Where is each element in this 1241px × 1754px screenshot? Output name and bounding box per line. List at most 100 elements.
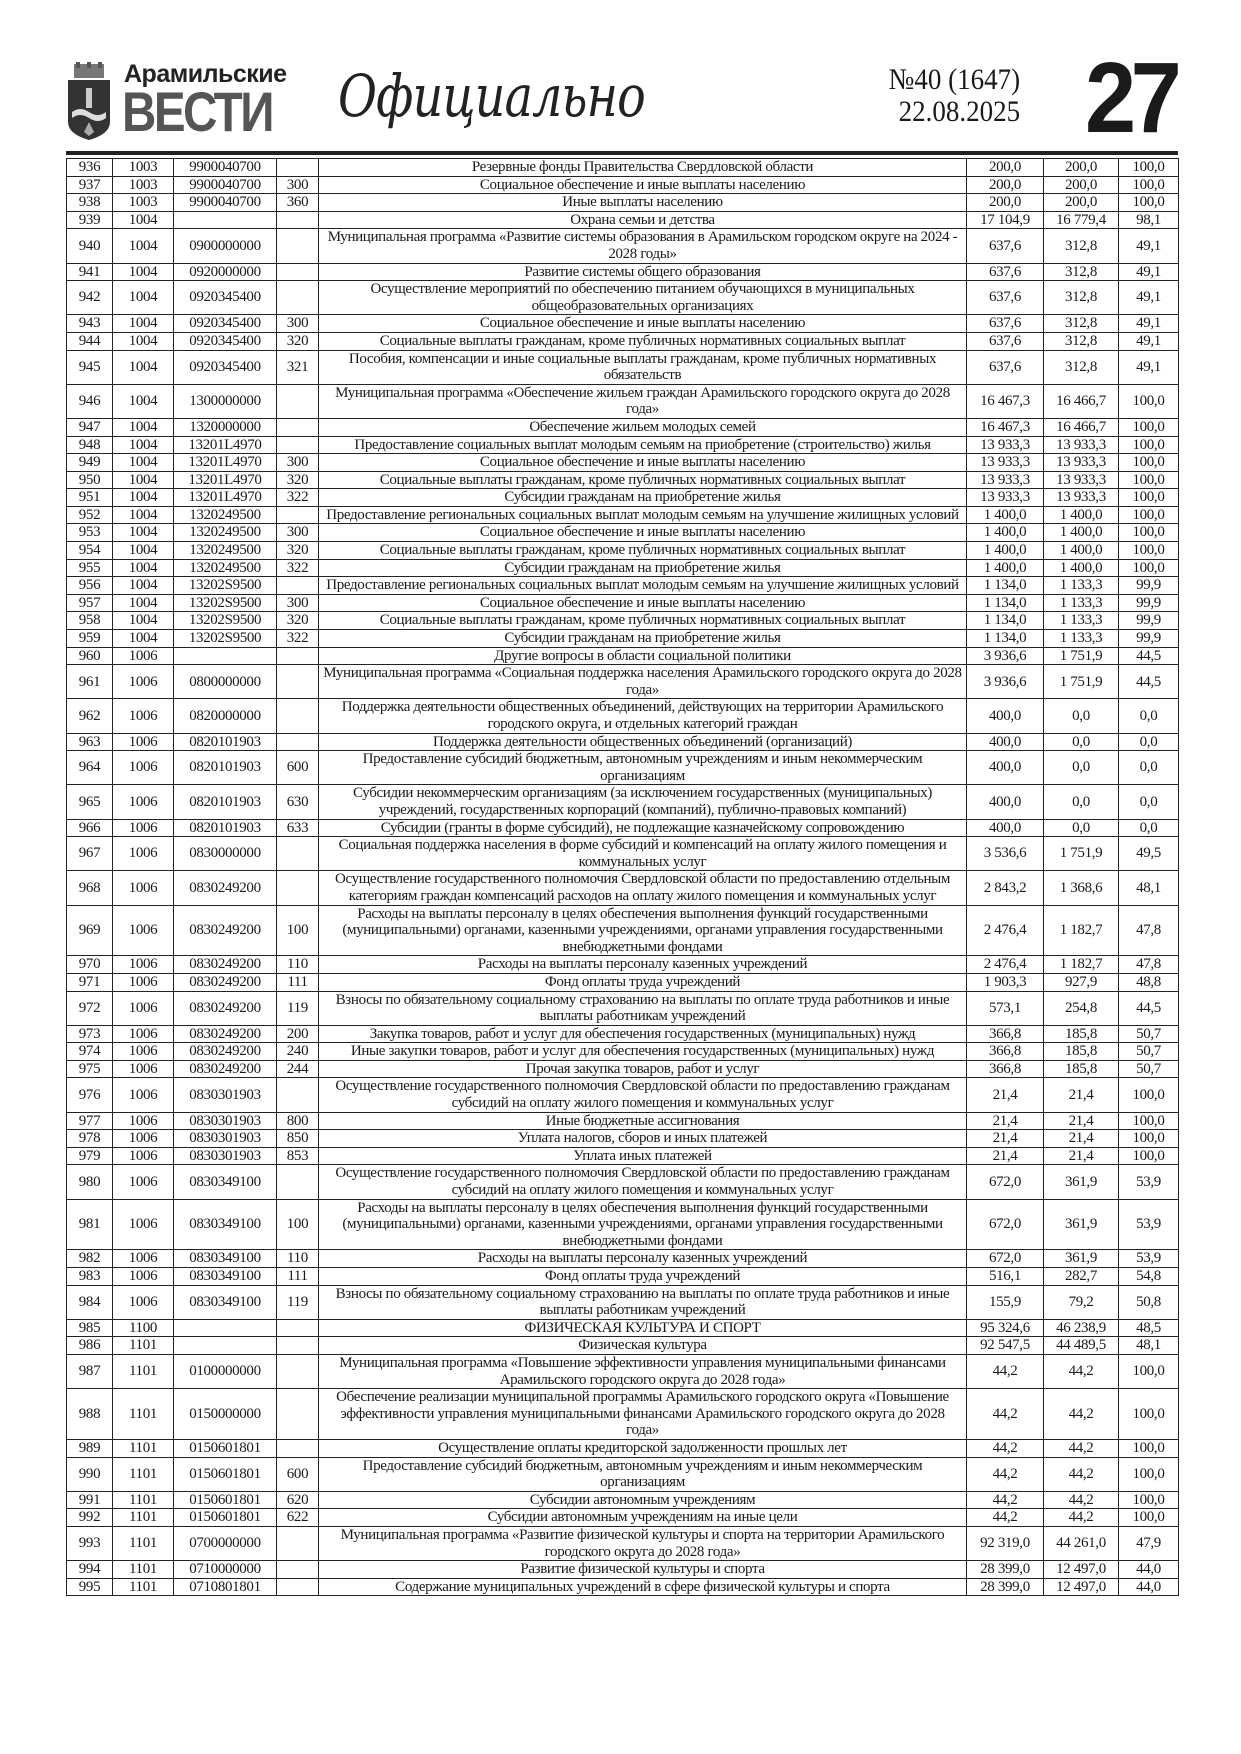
target-article-code: 0920345400 bbox=[173, 331, 277, 351]
section-code: 1006 bbox=[112, 1249, 174, 1268]
target-article-code bbox=[173, 210, 277, 230]
expense-type-code: 320 bbox=[276, 611, 319, 631]
execution-percent: 48,5 bbox=[1118, 1318, 1179, 1338]
table-row: 980 1006 0830349100 Осуществление государст… bbox=[66, 1164, 1179, 1200]
execution-percent: 44,0 bbox=[1118, 1577, 1179, 1597]
section-code: 1003 bbox=[112, 158, 174, 177]
row-number: 978 bbox=[66, 1129, 113, 1148]
description: Социальное обеспечение и иные выплаты на… bbox=[318, 523, 967, 543]
section-code: 1004 bbox=[112, 417, 174, 437]
target-article-code: 0900000000 bbox=[173, 228, 277, 264]
description: Физическая культура bbox=[318, 1336, 967, 1355]
actual-amount: 16 466,7 bbox=[1043, 417, 1119, 437]
row-number: 977 bbox=[66, 1111, 113, 1131]
section-code: 1006 bbox=[112, 732, 174, 752]
row-number: 990 bbox=[66, 1456, 113, 1492]
row-number: 962 bbox=[66, 698, 113, 734]
execution-percent: 100,0 bbox=[1118, 1490, 1179, 1510]
actual-amount: 200,0 bbox=[1043, 175, 1119, 195]
section-code: 1006 bbox=[112, 750, 174, 786]
actual-amount: 1 400,0 bbox=[1043, 505, 1119, 525]
planned-amount: 200,0 bbox=[966, 193, 1044, 212]
table-row: 986 1101 Физическая культура 92 547,5 44 489… bbox=[66, 1336, 1179, 1355]
expense-type-code: 633 bbox=[276, 818, 319, 838]
planned-amount: 28 399,0 bbox=[966, 1577, 1044, 1597]
table-row: 995 1101 0710801801 Содержание муниципальны… bbox=[66, 1577, 1179, 1597]
planned-amount: 637,6 bbox=[966, 349, 1044, 385]
row-number: 958 bbox=[66, 611, 113, 631]
actual-amount: 12 497,0 bbox=[1043, 1560, 1119, 1579]
section-code: 1004 bbox=[112, 210, 174, 230]
row-number: 940 bbox=[66, 228, 113, 264]
planned-amount: 366,8 bbox=[966, 1042, 1044, 1061]
actual-amount: 1 751,9 bbox=[1043, 646, 1119, 666]
section-code: 1101 bbox=[112, 1353, 174, 1390]
description: Осуществление государственного полномочи… bbox=[318, 1164, 967, 1200]
target-article-code: 1300000000 bbox=[173, 383, 277, 419]
expense-type-code: 110 bbox=[276, 955, 319, 974]
target-article-code: 0830249200 bbox=[173, 990, 277, 1026]
planned-amount: 3 536,6 bbox=[966, 836, 1044, 872]
section-code: 1004 bbox=[112, 488, 174, 507]
expense-type-code bbox=[276, 646, 319, 666]
actual-amount: 1 133,3 bbox=[1043, 629, 1119, 648]
execution-percent: 100,0 bbox=[1118, 1146, 1179, 1166]
section-code: 1006 bbox=[112, 972, 174, 992]
planned-amount: 16 467,3 bbox=[966, 383, 1044, 419]
execution-percent: 100,0 bbox=[1118, 417, 1179, 437]
expense-type-code bbox=[276, 664, 319, 700]
actual-amount: 12 497,0 bbox=[1043, 1577, 1119, 1597]
planned-amount: 13 933,3 bbox=[966, 488, 1044, 507]
description: Муниципальная программа «Развитие физиче… bbox=[318, 1525, 967, 1562]
expense-type-code: 244 bbox=[276, 1059, 319, 1079]
expense-type-code bbox=[276, 1164, 319, 1200]
expense-type-code: 322 bbox=[276, 629, 319, 648]
expense-type-code: 600 bbox=[276, 1456, 319, 1492]
table-row: 946 1004 1300000000 Муниципальная программа… bbox=[66, 383, 1179, 419]
execution-percent: 48,1 bbox=[1118, 870, 1179, 906]
target-article-code: 0830301903 bbox=[173, 1111, 277, 1131]
table-row: 956 1004 13202S9500 Предоставление регионал… bbox=[66, 576, 1179, 595]
planned-amount: 400,0 bbox=[966, 698, 1044, 734]
section-code: 1004 bbox=[112, 453, 174, 472]
execution-percent: 100,0 bbox=[1118, 541, 1179, 560]
actual-amount: 361,9 bbox=[1043, 1198, 1119, 1251]
target-article-code bbox=[173, 1336, 277, 1355]
target-article-code: 0710000000 bbox=[173, 1560, 277, 1579]
target-article-code: 0920345400 bbox=[173, 349, 277, 385]
planned-amount: 672,0 bbox=[966, 1164, 1044, 1200]
row-number: 939 bbox=[66, 210, 113, 230]
planned-amount: 637,6 bbox=[966, 280, 1044, 316]
expense-type-code: 300 bbox=[276, 453, 319, 472]
actual-amount: 1 133,3 bbox=[1043, 593, 1119, 613]
execution-percent: 99,9 bbox=[1118, 576, 1179, 595]
planned-amount: 1 134,0 bbox=[966, 611, 1044, 631]
section-code: 1004 bbox=[112, 314, 174, 333]
description: ФИЗИЧЕСКАЯ КУЛЬТУРА И СПОРТ bbox=[318, 1318, 967, 1338]
execution-percent: 0,0 bbox=[1118, 818, 1179, 838]
execution-percent: 100,0 bbox=[1118, 453, 1179, 472]
actual-amount: 200,0 bbox=[1043, 158, 1119, 177]
planned-amount: 44,2 bbox=[966, 1490, 1044, 1510]
planned-amount: 1 400,0 bbox=[966, 558, 1044, 578]
expense-type-code bbox=[276, 732, 319, 752]
target-article-code: 0830349100 bbox=[173, 1198, 277, 1251]
expense-type-code bbox=[276, 505, 319, 525]
actual-amount: 16 779,4 bbox=[1043, 210, 1119, 230]
actual-amount: 1 182,7 bbox=[1043, 955, 1119, 974]
actual-amount: 0,0 bbox=[1043, 698, 1119, 734]
expense-type-code bbox=[276, 417, 319, 437]
actual-amount: 44,2 bbox=[1043, 1353, 1119, 1390]
actual-amount: 312,8 bbox=[1043, 331, 1119, 351]
section-code: 1004 bbox=[112, 541, 174, 560]
actual-amount: 254,8 bbox=[1043, 990, 1119, 1026]
target-article-code: 0150000000 bbox=[173, 1388, 277, 1440]
execution-percent: 100,0 bbox=[1118, 470, 1179, 490]
planned-amount: 21,4 bbox=[966, 1111, 1044, 1131]
table-row: 963 1006 0820101903 Поддержка деятельности … bbox=[66, 732, 1179, 752]
planned-amount: 13 933,3 bbox=[966, 453, 1044, 472]
expense-type-code: 321 bbox=[276, 349, 319, 385]
expense-type-code: 300 bbox=[276, 314, 319, 333]
execution-percent: 53,9 bbox=[1118, 1249, 1179, 1268]
table-row: 962 1006 0820000000 Поддержка деятельности … bbox=[66, 698, 1179, 734]
